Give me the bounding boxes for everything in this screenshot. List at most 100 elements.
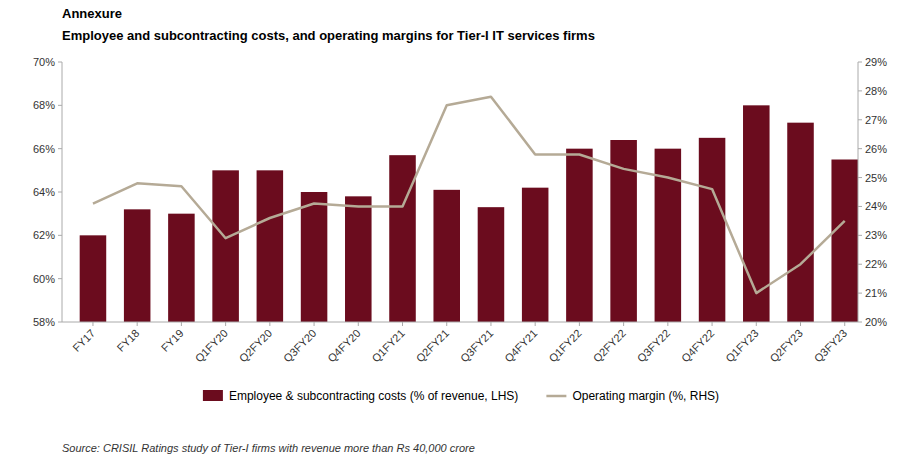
y2-tick (858, 322, 862, 323)
bar (389, 155, 416, 322)
y-tick (58, 62, 62, 63)
y-tick (58, 322, 62, 323)
legend-label: Employee & subcontracting costs (% of re… (229, 389, 518, 403)
bar (212, 170, 239, 322)
x-tick-label: Q2FY22 (591, 327, 628, 364)
y2-tick (858, 177, 862, 178)
y2-tick-label: 24% (865, 200, 887, 212)
legend-swatch (546, 395, 566, 398)
x-tick (844, 322, 845, 326)
x-tick-label: Q1FY20 (193, 327, 230, 364)
y2-tick-label: 22% (865, 258, 887, 270)
y-tick-label: 68% (33, 99, 55, 111)
x-tick-label: FY17 (70, 327, 97, 354)
y-tick (58, 148, 62, 149)
bar (522, 188, 549, 322)
y-tick (58, 278, 62, 279)
x-tick (800, 322, 801, 326)
y-tick-label: 62% (33, 229, 55, 241)
x-tick-label: Q4FY22 (679, 327, 716, 364)
bar (124, 209, 151, 322)
x-tick-label: Q3FY22 (635, 327, 672, 364)
x-tick (535, 322, 536, 326)
bar (610, 140, 637, 322)
x-tick (402, 322, 403, 326)
y-tick-label: 60% (33, 273, 55, 285)
x-tick-label: FY18 (115, 327, 142, 354)
y2-tick (858, 119, 862, 120)
y2-tick-label: 20% (865, 316, 887, 328)
bar (168, 214, 195, 322)
legend-item: Operating margin (%, RHS) (546, 389, 719, 403)
y2-tick-label: 29% (865, 56, 887, 68)
x-tick (756, 322, 757, 326)
y-tick-label: 64% (33, 186, 55, 198)
y-tick-label: 66% (33, 143, 55, 155)
y-tick-label: 70% (33, 56, 55, 68)
y2-tick-label: 26% (865, 143, 887, 155)
plot-area (80, 97, 858, 322)
y2-tick (858, 293, 862, 294)
x-tick-label: Q2FY20 (237, 327, 274, 364)
bar (831, 160, 858, 323)
y2-tick (858, 264, 862, 265)
bar (743, 105, 770, 322)
y2-tick-label: 27% (865, 114, 887, 126)
line (93, 97, 845, 293)
y2-tick-label: 25% (865, 172, 887, 184)
annexure-title: Annexure (62, 6, 122, 21)
bar (787, 123, 814, 322)
x-tick (358, 322, 359, 326)
x-tick (137, 322, 138, 326)
bar (345, 196, 372, 322)
x-tick-label: FY19 (159, 327, 186, 354)
source: Source: CRISIL Ratings study of Tier-I f… (62, 442, 475, 454)
y2-tick-label: 21% (865, 287, 887, 299)
x-tick (579, 322, 580, 326)
y-tick-label: 58% (33, 316, 55, 328)
title: Employee and subcontracting costs, and o… (62, 28, 595, 43)
x-tick-label: Q1FY23 (723, 327, 760, 364)
legend-label: Operating margin (%, RHS) (572, 389, 719, 403)
legend-swatch (203, 390, 223, 401)
y2-tick-label: 23% (865, 229, 887, 241)
y-tick (58, 235, 62, 236)
x-tick-label: Q3FY20 (281, 327, 318, 364)
x-tick-label: Q2FY23 (767, 327, 804, 364)
y2-tick (858, 235, 862, 236)
y2-tick (858, 148, 862, 149)
y2-tick-label: 28% (865, 85, 887, 97)
y2-tick (858, 206, 862, 207)
x-tick-label: Q2FY21 (414, 327, 451, 364)
x-tick-label: Q1FY22 (546, 327, 583, 364)
x-tick-label: Q4FY21 (502, 327, 539, 364)
x-tick (623, 322, 624, 326)
chart: Annexure Employee and subcontracting cost… (0, 0, 922, 467)
x-tick-label: Q1FY21 (369, 327, 406, 364)
bar (257, 170, 284, 322)
y2-tick (858, 62, 862, 63)
bar (433, 190, 460, 322)
right-axis-line (858, 62, 859, 322)
x-tick (269, 322, 270, 326)
legend-item: Employee & subcontracting costs (% of re… (203, 389, 518, 403)
x-tick (712, 322, 713, 326)
x-tick (667, 322, 668, 326)
bar (699, 138, 726, 322)
x-tick (181, 322, 182, 326)
x-tick-label: Q3FY21 (458, 327, 495, 364)
y-tick (58, 105, 62, 106)
x-tick (314, 322, 315, 326)
y2-tick (858, 90, 862, 91)
x-tick (490, 322, 491, 326)
x-tick (225, 322, 226, 326)
bar (80, 235, 107, 322)
x-tick-label: Q3FY23 (812, 327, 849, 364)
x-tick-label: Q4FY20 (325, 327, 362, 364)
bar (301, 192, 328, 322)
x-tick (446, 322, 447, 326)
x-tick (92, 322, 93, 326)
y-tick (58, 192, 62, 193)
bar (478, 207, 505, 322)
legend: Employee & subcontracting costs (% of re… (203, 389, 719, 403)
